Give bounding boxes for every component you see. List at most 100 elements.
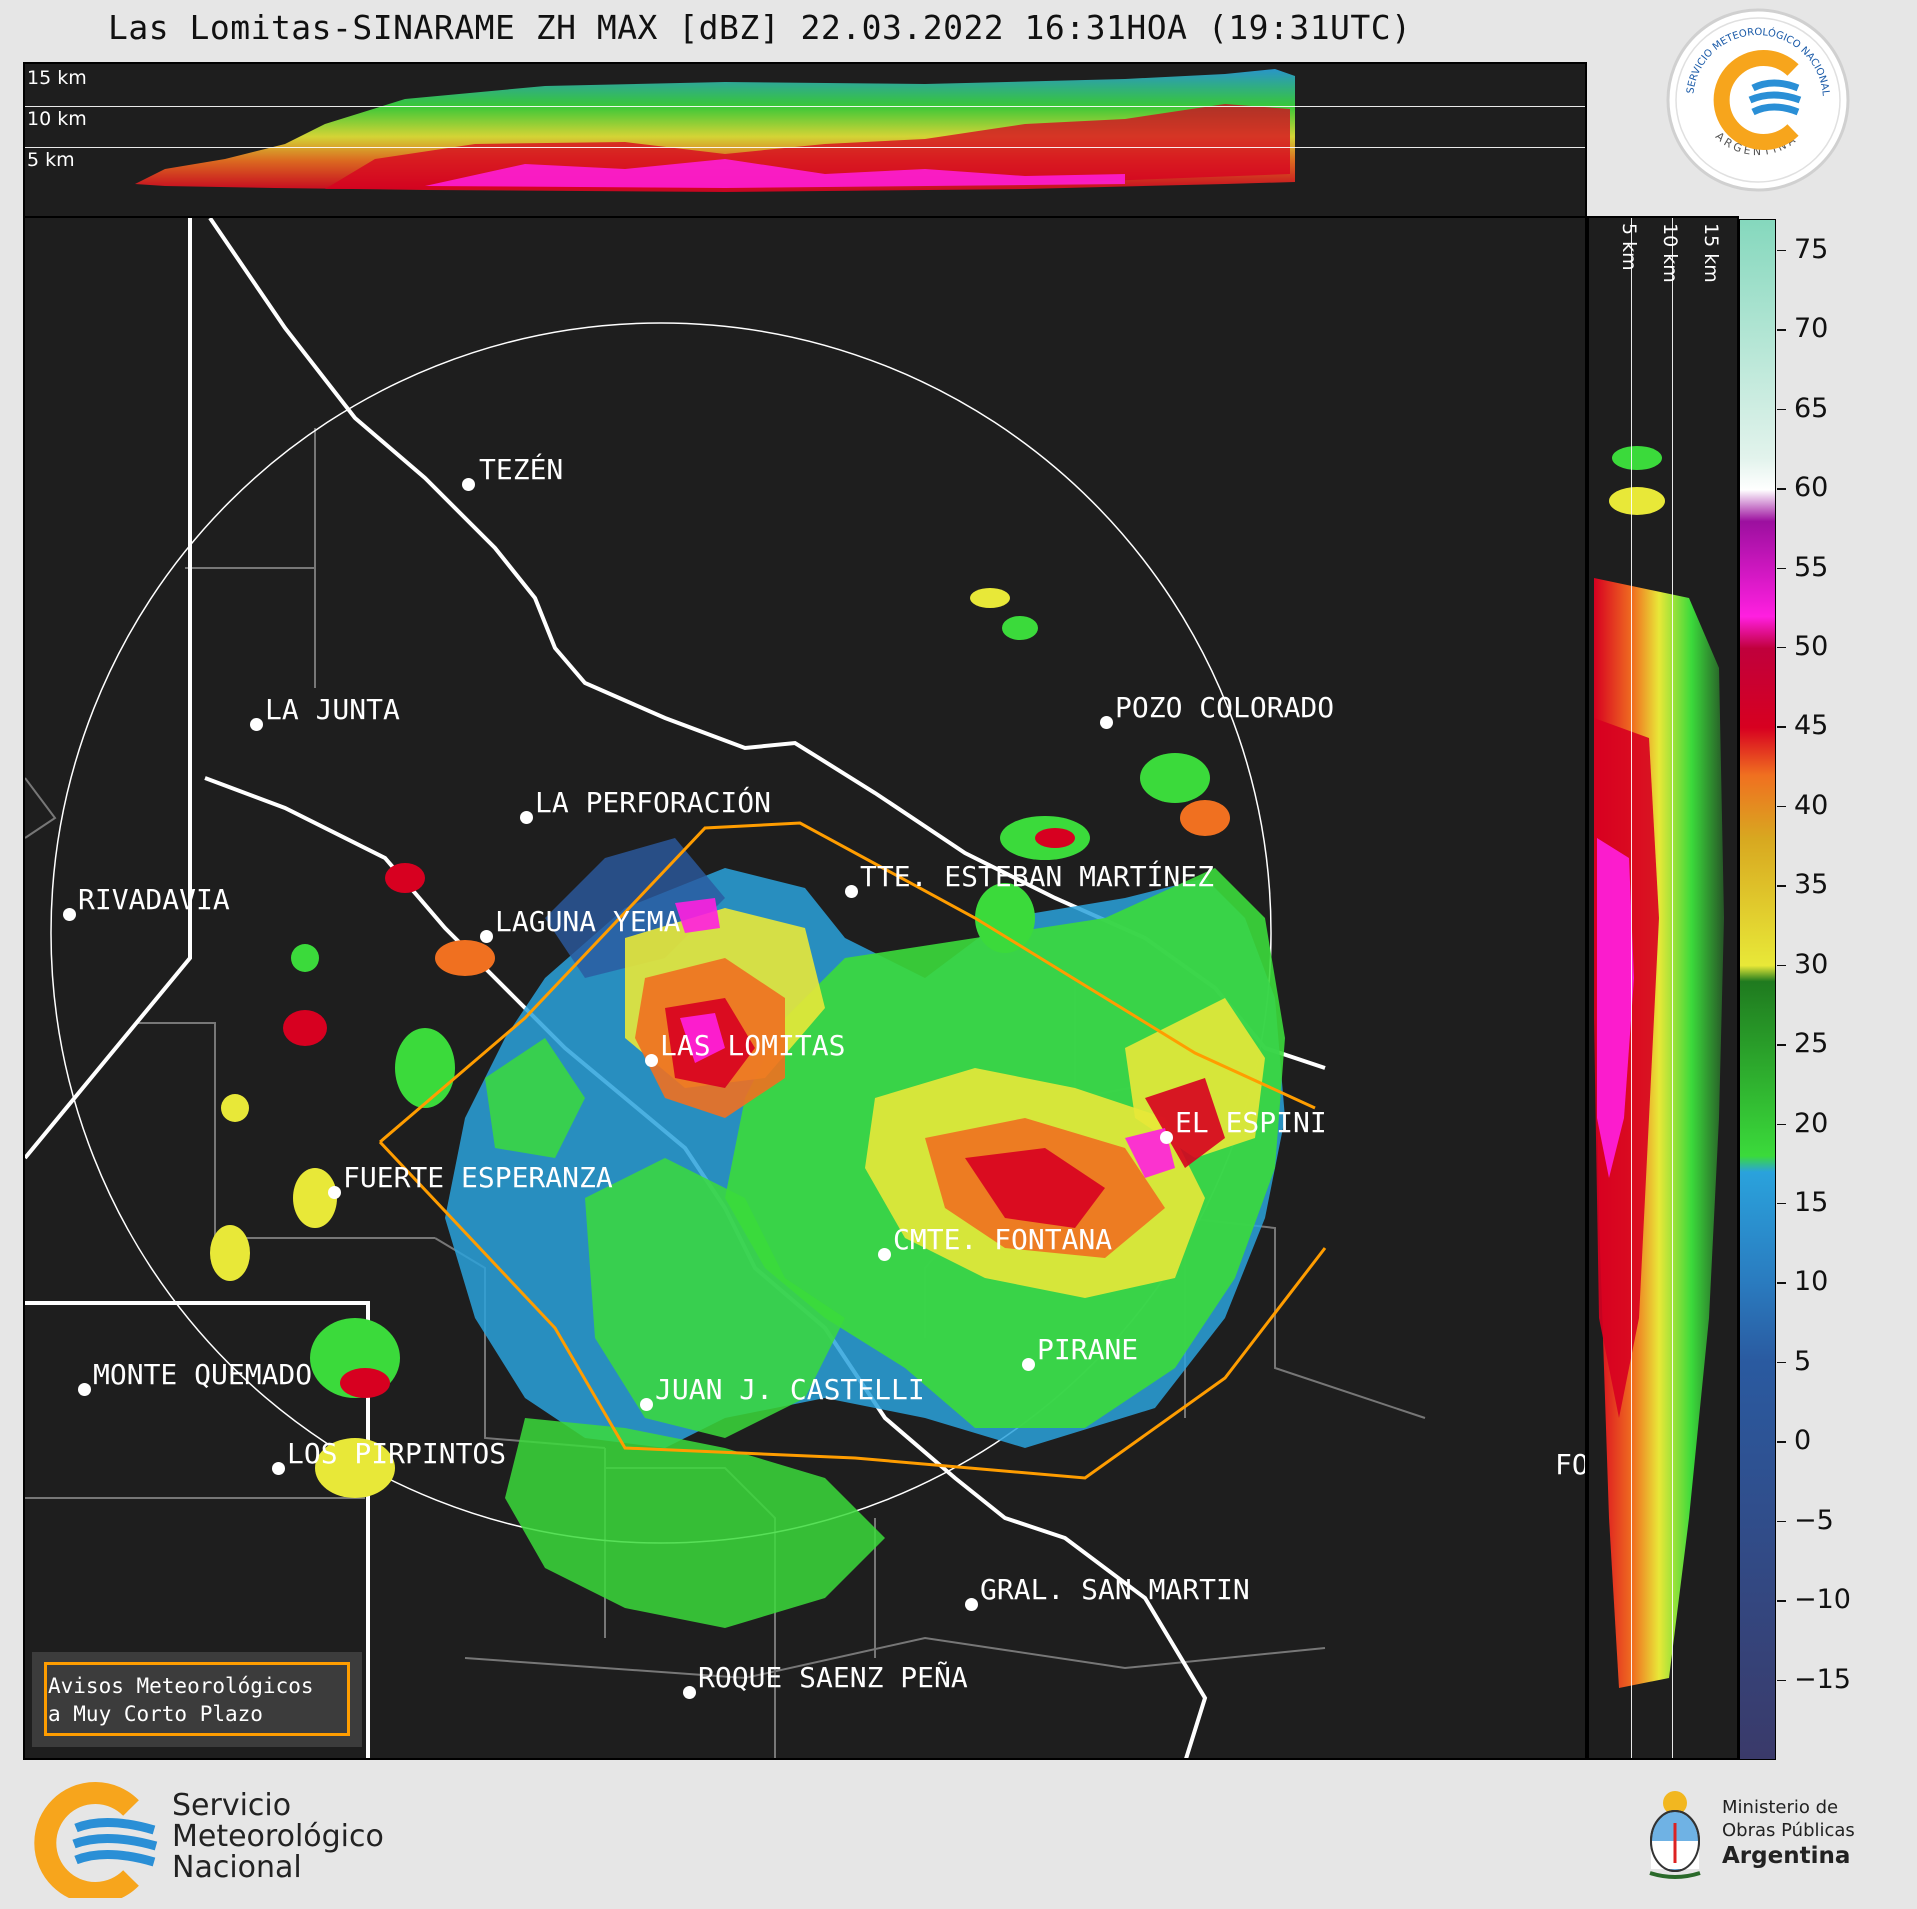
footer-smn-line-3: Nacional — [172, 1850, 302, 1885]
colorbar-tick — [1777, 488, 1786, 490]
footer-smn-line-1: Servicio — [172, 1788, 292, 1823]
alt-label-5km: 5 km — [27, 149, 75, 171]
colorbar-tick-label: 65 — [1794, 392, 1829, 424]
colorbar-tick-label: −5 — [1794, 1504, 1834, 1536]
city-dot — [272, 1462, 285, 1475]
city-dot — [480, 930, 493, 943]
colorbar-tick — [1777, 1202, 1786, 1205]
colorbar-tick — [1777, 1600, 1786, 1602]
city-label-tte-esteban-martinez: TTE. ESTEBAN MARTÍNEZ — [860, 860, 1215, 893]
colorbar-tick — [1777, 329, 1786, 331]
colorbar-tick — [1777, 1044, 1786, 1046]
avisos-border — [44, 1662, 350, 1736]
colorbar-tick — [1777, 1123, 1786, 1126]
colorbar-tick — [1777, 1679, 1786, 1682]
city-label-juan-j-castelli: JUAN J. CASTELLI — [655, 1373, 925, 1406]
colorbar-tick-label: 75 — [1794, 233, 1829, 265]
side-alt-label-5km: 5 km — [1618, 223, 1640, 271]
footer-smn-line-2: Meteorológico — [172, 1819, 384, 1854]
radar-site-dot — [645, 1054, 658, 1067]
colorbar-tick — [1777, 1282, 1786, 1284]
city-label-laguna-yema: LAGUNA YEMA — [495, 905, 681, 938]
side-alt-label-10km: 10 km — [1659, 223, 1681, 283]
top-cross-section-panel: 15 km 10 km 5 km — [23, 62, 1587, 218]
colorbar-tick — [1777, 567, 1786, 569]
city-label-pirane: PIRANE — [1037, 1333, 1139, 1366]
city-dot — [845, 885, 858, 898]
colorbar-tick-label: 50 — [1794, 630, 1829, 662]
radar-map-panel: TEZÉN LA JUNTA POZO COLORADO LA PERFORAC… — [23, 216, 1587, 1760]
city-label-el-espinillo: EL ESPINI — [1175, 1106, 1327, 1139]
warning-polygon-north — [379, 821, 1316, 1144]
reflectivity-colorbar — [1739, 219, 1776, 1760]
city-label-la-perforacion: LA PERFORACIÓN — [535, 786, 772, 819]
side-cross-section-panel: 5 km 10 km 15 km — [1587, 216, 1739, 1760]
colorbar-tick — [1777, 964, 1786, 967]
footer-ministry-line-3: Argentina — [1722, 1843, 1851, 1869]
colorbar-tick-label: 10 — [1794, 1266, 1829, 1298]
avisos-line-1: Avisos Meteorológicos — [48, 1674, 314, 1698]
avisos-box[interactable]: Avisos Meteorológicos a Muy Corto Plazo — [32, 1652, 362, 1747]
colorbar-tick-label: 45 — [1794, 710, 1829, 742]
side-cross-section-echoes — [1594, 218, 1724, 1758]
city-label-cmte-fontana: CMTE. FONTANA — [893, 1223, 1113, 1256]
city-dot — [683, 1686, 696, 1699]
colorbar-tick-label: 0 — [1794, 1425, 1812, 1457]
alt-label-10km: 10 km — [27, 108, 87, 130]
city-dot — [1022, 1358, 1035, 1371]
city-label-la-junta: LA JUNTA — [265, 693, 400, 726]
colorbar-tick — [1777, 885, 1786, 887]
city-dot — [63, 908, 76, 921]
colorbar-tick-label: −10 — [1794, 1584, 1851, 1616]
city-label-pozo-colorado: POZO COLORADO — [1115, 691, 1335, 724]
side-alt-label-15km: 15 km — [1700, 223, 1722, 283]
colorbar-tick-label: 35 — [1794, 869, 1829, 901]
colorbar-tick — [1777, 726, 1786, 728]
city-dot — [878, 1248, 891, 1261]
city-label-fuerte-esperanza: FUERTE ESPERANZA — [343, 1161, 613, 1194]
page-title: Las Lomitas-SINARAME ZH MAX [dBZ] 22.03.… — [108, 8, 1412, 47]
city-dot — [640, 1398, 653, 1411]
city-label-los-pirpintos: LOS PIRPINTOS — [287, 1437, 507, 1470]
colorbar-tick — [1777, 805, 1786, 808]
warning-polygon-south — [378, 1140, 1327, 1480]
city-dot — [965, 1598, 978, 1611]
alt-label-15km: 15 km — [27, 67, 87, 89]
city-dot — [1160, 1131, 1173, 1144]
radar-map-graphics — [25, 218, 1426, 1758]
colorbar-tick — [1777, 1520, 1786, 1523]
city-dot — [78, 1383, 91, 1396]
top-cross-section-echoes — [25, 69, 1585, 192]
smn-footer-logo-icon — [34, 1782, 158, 1898]
colorbar-tick-label: 40 — [1794, 789, 1829, 821]
colorbar-tick — [1777, 1361, 1786, 1364]
smn-seal-logo: SERVICIO METEOROLÓGICO NACIONAL ARGENTIN… — [1666, 8, 1850, 192]
colorbar-tick-label: 60 — [1794, 472, 1829, 504]
colorbar-tick — [1777, 646, 1786, 649]
colorbar-tick — [1777, 1441, 1786, 1443]
avisos-line-2: a Muy Corto Plazo — [48, 1702, 263, 1726]
city-dot — [250, 718, 263, 731]
colorbar-tick-label: 5 — [1794, 1345, 1812, 1377]
colorbar-tick — [1777, 249, 1786, 252]
colorbar-tick-label: 15 — [1794, 1186, 1829, 1218]
colorbar-tick-label: 30 — [1794, 948, 1829, 980]
city-label-roque-saenz-pena: ROQUE SAENZ PEÑA — [698, 1661, 968, 1694]
colorbar-tick-label: 70 — [1794, 313, 1829, 345]
city-dot — [328, 1186, 341, 1199]
city-label-gral-san-martin: GRAL. SAN MARTIN — [980, 1573, 1250, 1606]
argentina-coat-of-arms-icon — [1649, 1791, 1701, 1879]
city-label-monte-quemado: MONTE QUEMADO — [93, 1358, 313, 1391]
colorbar-tick-label: 55 — [1794, 551, 1829, 583]
city-dot — [520, 811, 533, 824]
reflectivity-echoes — [210, 588, 1285, 1628]
city-label-tezen: TEZÉN — [479, 453, 564, 486]
colorbar-tick-label: −15 — [1794, 1663, 1851, 1695]
colorbar-tick-label: 25 — [1794, 1028, 1829, 1060]
city-label-formosa-partial: FO — [1555, 1448, 1587, 1481]
city-dot — [1100, 716, 1113, 729]
colorbar-tick — [1777, 408, 1786, 411]
footer-ministry-line-1: Ministerio de — [1722, 1797, 1839, 1818]
footer-ministry-line-2: Obras Públicas — [1722, 1820, 1855, 1841]
colorbar-tick-label: 20 — [1794, 1107, 1829, 1139]
